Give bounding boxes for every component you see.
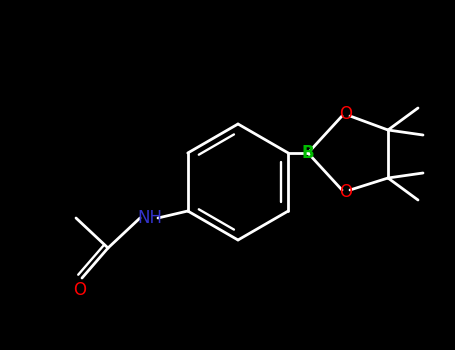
Text: B: B — [302, 144, 314, 162]
Text: O: O — [339, 105, 353, 123]
Text: O: O — [74, 281, 86, 299]
Text: NH: NH — [137, 209, 162, 227]
Text: O: O — [339, 183, 353, 201]
